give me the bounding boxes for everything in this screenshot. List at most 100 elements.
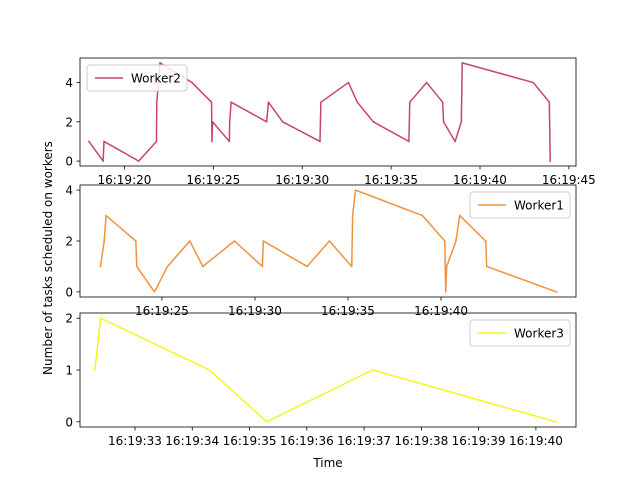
data-point xyxy=(425,81,428,84)
data-point xyxy=(105,214,107,217)
data-point xyxy=(261,265,264,268)
data-point xyxy=(408,140,410,143)
data-point xyxy=(409,101,411,103)
data-point xyxy=(372,121,375,123)
data-point xyxy=(350,265,353,268)
x-tick-label: 16:19:35 xyxy=(364,173,418,187)
data-point xyxy=(155,140,158,143)
data-point xyxy=(99,317,102,319)
data-point xyxy=(442,121,445,123)
y-tick-label: 0 xyxy=(65,285,73,299)
x-tick-label: 16:19:30 xyxy=(275,173,329,187)
x-tick-label: 16:19:25 xyxy=(135,304,189,318)
data-point xyxy=(444,291,447,293)
data-point xyxy=(166,265,169,268)
data-point xyxy=(347,81,350,84)
x-tick-label: 16:19:34 xyxy=(165,434,219,448)
x-tick-label: 16:19:40 xyxy=(453,173,507,187)
x-tick-label: 16:19:35 xyxy=(223,434,277,448)
data-point xyxy=(455,240,457,242)
data-point xyxy=(228,140,231,143)
legend-box xyxy=(469,319,571,347)
x-tick-label: 16:19:35 xyxy=(321,304,375,318)
legend: Worker2 xyxy=(86,64,188,92)
legend: Worker3 xyxy=(469,319,571,347)
legend-box xyxy=(86,64,188,92)
data-point xyxy=(444,240,446,242)
data-point xyxy=(484,240,487,242)
data-point xyxy=(356,101,359,103)
data-point xyxy=(228,121,231,123)
data-point xyxy=(159,62,161,64)
data-point xyxy=(458,214,461,217)
data-point xyxy=(445,265,448,268)
data-point xyxy=(441,101,444,103)
y-tick-label: 2 xyxy=(65,312,73,326)
data-point xyxy=(461,62,463,64)
data-point xyxy=(265,121,268,123)
data-point xyxy=(421,214,424,217)
data-point xyxy=(555,291,558,293)
legend-label: Worker1 xyxy=(514,199,564,213)
data-point xyxy=(136,265,138,268)
subplot-2: 0 2 4 16:19:25 16:19:30 16:19:35 16:19:40 Worke… xyxy=(65,184,577,318)
data-point xyxy=(135,240,137,242)
data-point xyxy=(320,101,322,103)
x-tick-label: 16:19:45 xyxy=(542,173,596,187)
x-tick-label: 16:19:30 xyxy=(228,304,282,318)
data-point xyxy=(211,140,213,143)
y-tick-label: 2 xyxy=(65,235,73,249)
legend: Worker1 xyxy=(469,191,571,219)
data-point xyxy=(230,101,232,103)
data-point xyxy=(189,240,191,242)
y-tick-label: 0 xyxy=(65,415,73,429)
y-tick-label: 4 xyxy=(65,184,73,198)
data-point xyxy=(208,369,211,371)
data-point xyxy=(548,101,551,103)
x-tick-label: 16:19:40 xyxy=(414,304,468,318)
data-point xyxy=(94,369,96,371)
data-point xyxy=(454,140,456,143)
series-line-worker3 xyxy=(94,317,557,423)
legend-label: Worker2 xyxy=(131,72,181,86)
data-point xyxy=(371,369,374,371)
x-tick-label: 16:19:39 xyxy=(452,434,506,448)
legend-label: Worker3 xyxy=(514,327,564,341)
data-point xyxy=(354,189,357,191)
data-point xyxy=(460,121,463,123)
data-point xyxy=(88,140,90,143)
data-point xyxy=(485,265,488,268)
subplot-1: 0 2 4 16:19:20 16:19:25 16:19:30 16:19:35 16:19… xyxy=(65,57,596,187)
x-axis-label: Time xyxy=(312,456,342,470)
data-point xyxy=(153,291,156,293)
x-tick-label: 16:19:40 xyxy=(509,434,563,448)
data-point xyxy=(555,421,557,423)
data-point xyxy=(233,240,236,242)
data-point xyxy=(99,265,102,268)
y-tick-label: 0 xyxy=(65,155,73,169)
data-point xyxy=(532,81,535,84)
series-line-worker1 xyxy=(99,189,558,293)
data-point xyxy=(328,240,331,242)
x-tick-label: 16:19:20 xyxy=(97,173,151,187)
data-point xyxy=(549,160,551,162)
data-point xyxy=(351,214,354,217)
data-point xyxy=(281,121,284,123)
x-tick-label: 16:19:36 xyxy=(280,434,334,448)
y-axis-label: Number of tasks scheduled on workers xyxy=(41,141,55,375)
data-point xyxy=(267,101,270,103)
data-point xyxy=(156,101,158,103)
y-tick-label: 1 xyxy=(65,364,73,378)
data-point xyxy=(191,81,193,84)
data-point xyxy=(103,240,105,242)
x-tick-label: 16:19:37 xyxy=(337,434,391,448)
data-point xyxy=(210,101,213,103)
data-point xyxy=(102,160,104,162)
data-point xyxy=(103,140,105,143)
x-tick-label: 16:19:38 xyxy=(394,434,448,448)
data-point xyxy=(137,160,140,162)
data-point xyxy=(262,240,265,242)
